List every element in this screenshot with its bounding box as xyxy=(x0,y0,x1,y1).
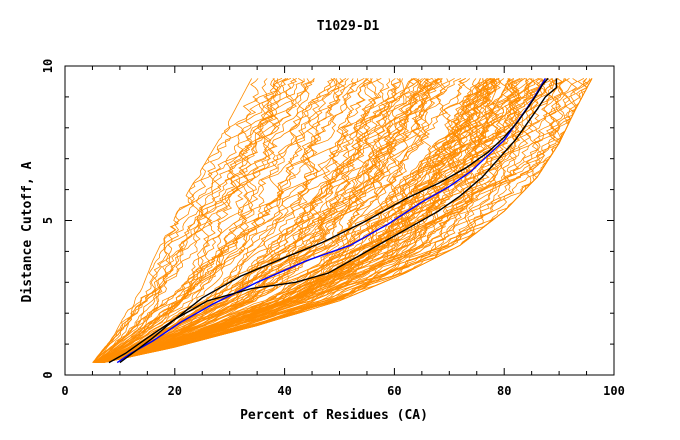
background-curve xyxy=(96,78,413,363)
background-curve xyxy=(92,78,259,363)
background-curve xyxy=(98,78,439,363)
background-curve xyxy=(102,78,559,363)
background-curve xyxy=(99,78,462,363)
x-tick-label: 100 xyxy=(603,384,625,398)
background-curve xyxy=(92,78,297,363)
background-curve xyxy=(103,78,567,363)
background-curve xyxy=(95,78,365,363)
background-curve xyxy=(93,78,287,363)
background-curve xyxy=(100,78,501,363)
y-tick-label: 0 xyxy=(41,371,55,378)
background-curve xyxy=(92,78,297,363)
y-tick-label: 10 xyxy=(41,59,55,73)
x-tick-label: 60 xyxy=(387,384,401,398)
x-tick-label: 0 xyxy=(61,384,68,398)
background-curve xyxy=(99,78,429,363)
y-axis-label: Distance Cutoff, A xyxy=(20,161,35,302)
background-curve xyxy=(93,78,315,363)
background-curve xyxy=(95,78,336,363)
background-curve xyxy=(92,78,253,363)
background-curve xyxy=(101,78,525,363)
background-curve xyxy=(93,78,346,363)
background-curve xyxy=(101,78,546,363)
background-curve xyxy=(98,78,429,363)
background-curve xyxy=(94,78,293,363)
background-curve xyxy=(99,78,482,363)
series-line-2 xyxy=(108,78,558,364)
background-curve xyxy=(100,78,529,363)
background-curve xyxy=(94,78,282,363)
background-curve xyxy=(98,78,414,363)
background-curve xyxy=(103,78,588,363)
x-tick-label: 20 xyxy=(168,384,182,398)
background-curve xyxy=(102,78,534,363)
background-curve xyxy=(97,78,378,363)
background-curve xyxy=(101,78,561,363)
background-curve xyxy=(101,78,505,363)
x-axis-label: Percent of Residues (CA) xyxy=(240,408,428,423)
x-tick-label: 40 xyxy=(277,384,291,398)
background-curve xyxy=(100,78,541,363)
background-curve xyxy=(98,78,455,363)
chart-title: T1029-D1 xyxy=(317,19,380,34)
series-layer xyxy=(108,77,558,364)
background-curve xyxy=(101,78,505,363)
background-curve xyxy=(102,78,544,363)
background-curve xyxy=(97,78,401,363)
background-curve xyxy=(102,78,591,363)
background-curve xyxy=(96,78,347,363)
background-curve xyxy=(94,78,368,363)
curves-layer xyxy=(92,78,593,363)
background-curve xyxy=(97,78,402,363)
background-curve xyxy=(98,78,502,363)
background-curve xyxy=(95,78,349,363)
ticks-layer: 0 20 40 60 80 100 0 5 10 xyxy=(41,59,625,398)
background-curve xyxy=(100,78,541,363)
background-curve xyxy=(96,78,429,363)
y-tick-label: 5 xyxy=(41,217,55,224)
background-curve xyxy=(97,78,382,363)
background-curve xyxy=(97,78,433,363)
background-curve xyxy=(96,78,388,363)
background-curve xyxy=(98,78,423,363)
x-tick-label: 80 xyxy=(497,384,511,398)
background-curve xyxy=(95,78,380,363)
background-curve xyxy=(95,78,335,363)
